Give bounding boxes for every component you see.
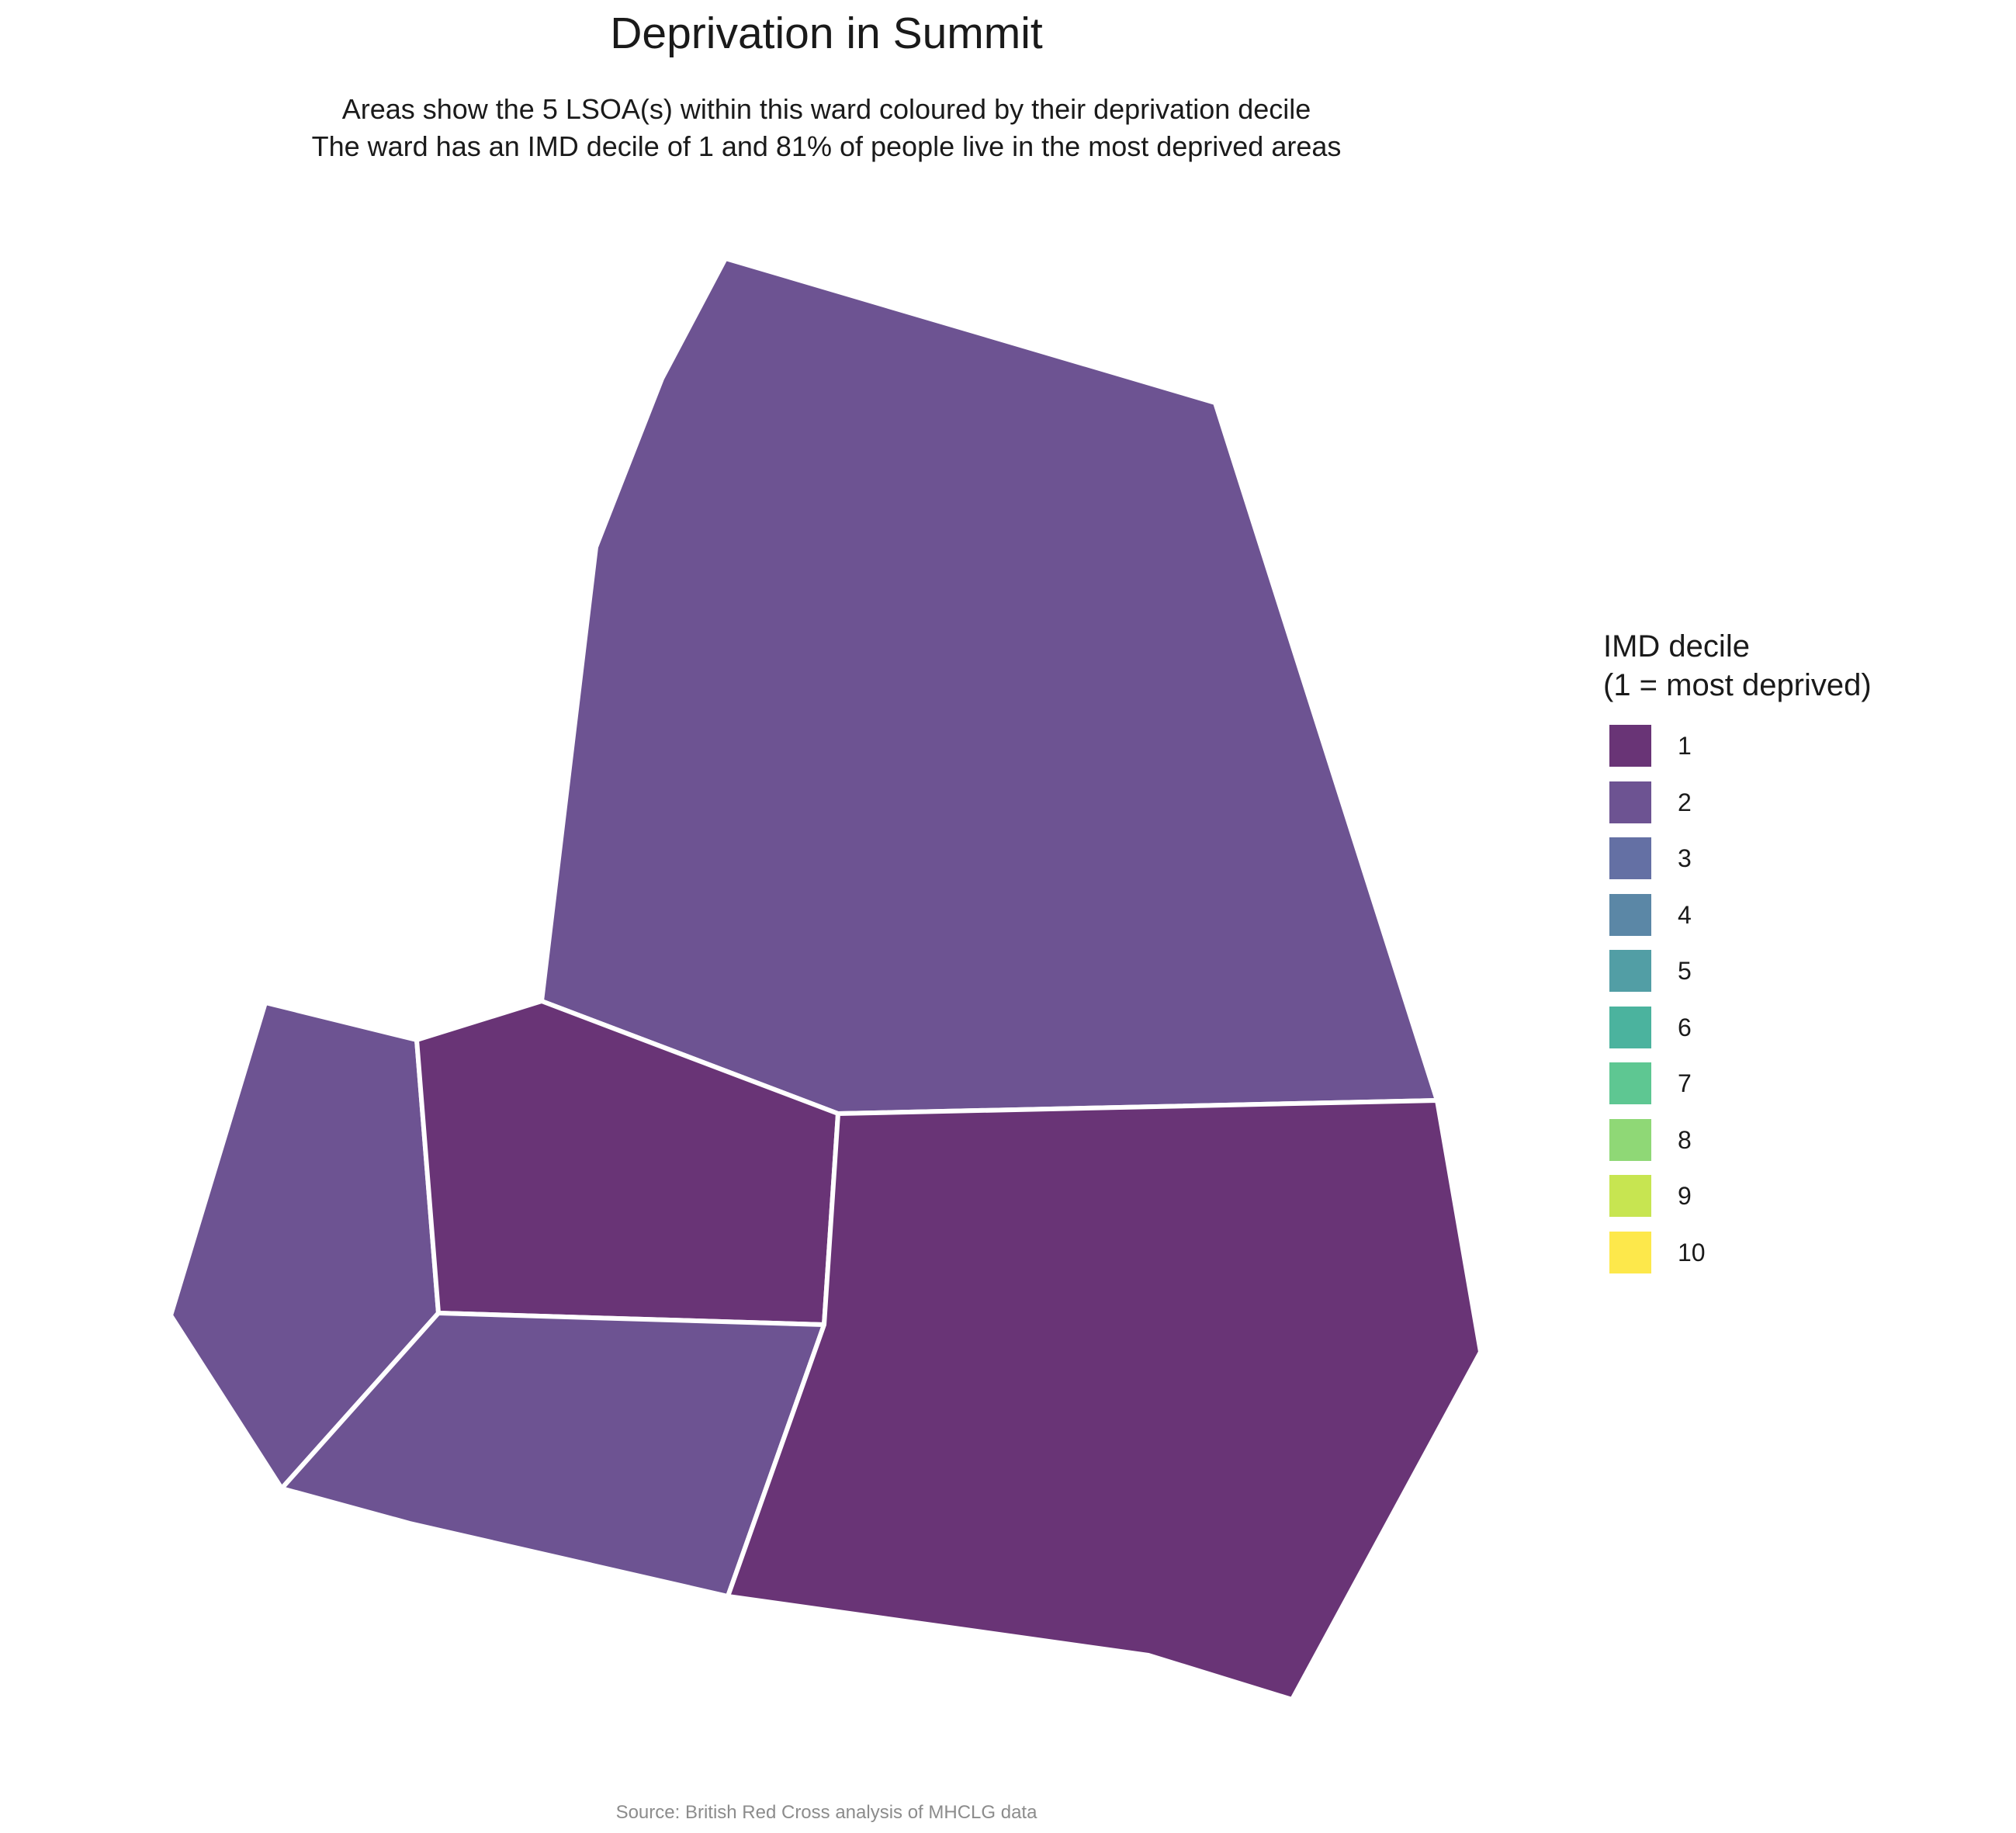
legend-key-swatch <box>1609 1175 1651 1217</box>
subtitle-line-1: Areas show the 5 LSOA(s) within this war… <box>341 93 1311 125</box>
legend-title: IMD decile (1 = most deprived) <box>1603 627 1872 705</box>
page-title: Deprivation in Summit <box>610 9 1043 58</box>
legend-items: 1 2 3 4 5 6 7 8 9 10 <box>1603 725 1872 1287</box>
legend-item: 1 <box>1603 725 1872 781</box>
legend-item: 2 <box>1603 781 1872 838</box>
legend-key-swatch <box>1609 893 1651 936</box>
legend-label: 5 <box>1678 957 1692 985</box>
legend-item: 5 <box>1603 950 1872 1007</box>
legend-title-line-1: IMD decile <box>1603 629 1750 664</box>
legend-label: 4 <box>1678 900 1692 929</box>
legend-item: 7 <box>1603 1062 1872 1119</box>
legend-key-swatch <box>1609 781 1651 823</box>
legend-item: 3 <box>1603 837 1872 894</box>
legend-label: 10 <box>1678 1238 1706 1266</box>
legend-key-swatch <box>1609 837 1651 879</box>
legend-key-swatch <box>1609 1118 1651 1161</box>
legend-label: 1 <box>1678 732 1692 760</box>
legend: IMD decile (1 = most deprived) 1 2 3 4 5… <box>1603 627 1872 1287</box>
legend-label: 9 <box>1678 1182 1692 1210</box>
legend-item: 8 <box>1603 1118 1872 1176</box>
source-caption: Source: British Red Cross analysis of MH… <box>615 1802 1037 1823</box>
legend-label: 6 <box>1678 1013 1692 1041</box>
lsoa-area-southeast[interactable] <box>726 1098 1483 1702</box>
legend-key-swatch <box>1609 950 1651 992</box>
lsoa-area-southwest[interactable] <box>279 1311 826 1599</box>
subtitle-line-2: The ward has an IMD decile of 1 and 81% … <box>311 130 1342 162</box>
lsoa-area-north[interactable] <box>539 256 1439 1116</box>
legend-item: 4 <box>1603 893 1872 951</box>
legend-label: 8 <box>1678 1125 1692 1154</box>
legend-key-swatch <box>1609 1231 1651 1273</box>
legend-item: 9 <box>1603 1175 1872 1232</box>
legend-key-swatch <box>1609 725 1651 767</box>
legend-label: 7 <box>1678 1069 1692 1097</box>
legend-label: 2 <box>1678 788 1692 816</box>
legend-title-line-2: (1 = most deprived) <box>1603 668 1872 702</box>
legend-key-swatch <box>1609 1062 1651 1104</box>
legend-item: 10 <box>1603 1231 1872 1288</box>
legend-label: 3 <box>1678 844 1692 872</box>
legend-item: 6 <box>1603 1006 1872 1063</box>
legend-key-swatch <box>1609 1006 1651 1048</box>
